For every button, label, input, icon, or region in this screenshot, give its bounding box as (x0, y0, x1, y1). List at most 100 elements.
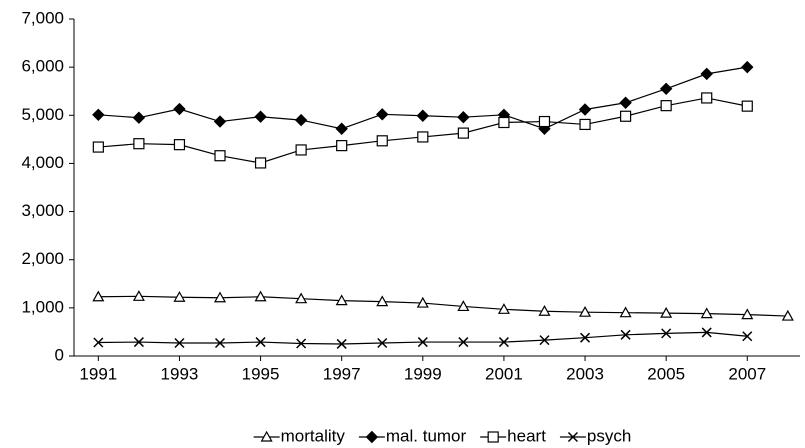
marker (416, 109, 430, 122)
marker (660, 100, 672, 112)
marker (741, 100, 753, 112)
marker (498, 116, 510, 129)
marker (213, 115, 227, 128)
marker (376, 135, 388, 147)
marker (254, 290, 267, 302)
marker (214, 337, 226, 349)
series (92, 92, 753, 169)
marker (93, 337, 104, 348)
marker (92, 141, 104, 153)
marker (700, 67, 713, 81)
series-line (98, 295, 788, 317)
marker (376, 295, 389, 307)
marker (619, 96, 632, 109)
y-tick-label: 5,000 (21, 105, 64, 124)
legend-label: psych (587, 426, 631, 445)
marker (254, 110, 267, 123)
marker (377, 337, 388, 349)
x-tick-label: 1993 (161, 364, 199, 383)
marker (294, 113, 308, 127)
marker (132, 290, 145, 301)
legend: mortality mal. tumor heart psych (253, 426, 631, 445)
marker (335, 294, 348, 306)
marker (174, 337, 185, 349)
marker (365, 430, 379, 444)
x-tick-label: 2003 (566, 364, 604, 383)
marker (173, 102, 186, 116)
marker (296, 338, 307, 349)
y-tick-label: 7,000 (21, 8, 64, 27)
marker (457, 127, 469, 139)
marker (580, 332, 591, 343)
marker (132, 111, 146, 124)
marker (417, 337, 428, 348)
marker (579, 118, 591, 131)
legend-label: mal. tumor (386, 426, 467, 445)
marker (335, 122, 348, 135)
y-tick-label: 1,000 (21, 297, 64, 316)
marker (255, 337, 266, 348)
marker (92, 108, 105, 122)
legend-label: heart (507, 426, 546, 445)
marker (260, 430, 273, 442)
marker (487, 431, 499, 443)
y-tick-label: 3,000 (21, 201, 64, 220)
marker (336, 140, 348, 152)
y-tick-label: 2,000 (21, 249, 64, 268)
series (93, 327, 753, 349)
marker (659, 82, 673, 96)
series (92, 60, 754, 135)
x-tick-label: 2005 (647, 364, 685, 383)
marker (619, 110, 632, 122)
marker (497, 303, 510, 314)
marker (781, 309, 794, 321)
marker (92, 290, 105, 302)
x-tick-label: 1999 (404, 364, 442, 383)
x-tick-label: 2007 (728, 364, 766, 383)
marker (295, 292, 308, 304)
marker (376, 108, 389, 121)
marker (295, 144, 307, 156)
marker (700, 307, 713, 319)
marker (457, 111, 470, 124)
legend-label: mortality (281, 426, 346, 445)
x-tick-label: 1995 (242, 364, 280, 383)
marker (214, 150, 226, 162)
marker (538, 115, 551, 128)
marker (213, 291, 227, 303)
y-tick-label: 6,000 (21, 57, 64, 76)
marker (458, 337, 469, 348)
marker (173, 291, 186, 302)
marker (173, 139, 186, 151)
x-tick-label: 1991 (79, 364, 117, 383)
marker (619, 306, 632, 318)
marker (254, 157, 267, 169)
marker (741, 60, 754, 74)
marker (336, 338, 347, 349)
marker (538, 304, 551, 316)
y-tick-label: 4,000 (21, 153, 64, 172)
marker (741, 308, 754, 320)
marker (133, 337, 144, 348)
marker (579, 305, 592, 317)
marker (416, 296, 429, 308)
marker (701, 327, 712, 338)
marker (133, 138, 145, 150)
marker (498, 337, 509, 348)
marker (457, 300, 470, 312)
series-line (98, 97, 748, 164)
marker (742, 331, 753, 342)
marker (701, 92, 713, 104)
marker (567, 431, 578, 443)
marker (661, 328, 672, 339)
marker (620, 329, 631, 340)
marker (660, 306, 673, 318)
y-tick-label: 0 (55, 345, 64, 364)
x-tick-label: 2001 (485, 364, 523, 383)
marker (539, 335, 550, 346)
marker (417, 131, 429, 143)
x-tick-label: 1997 (323, 364, 361, 383)
marker (578, 103, 592, 116)
series (92, 290, 794, 321)
